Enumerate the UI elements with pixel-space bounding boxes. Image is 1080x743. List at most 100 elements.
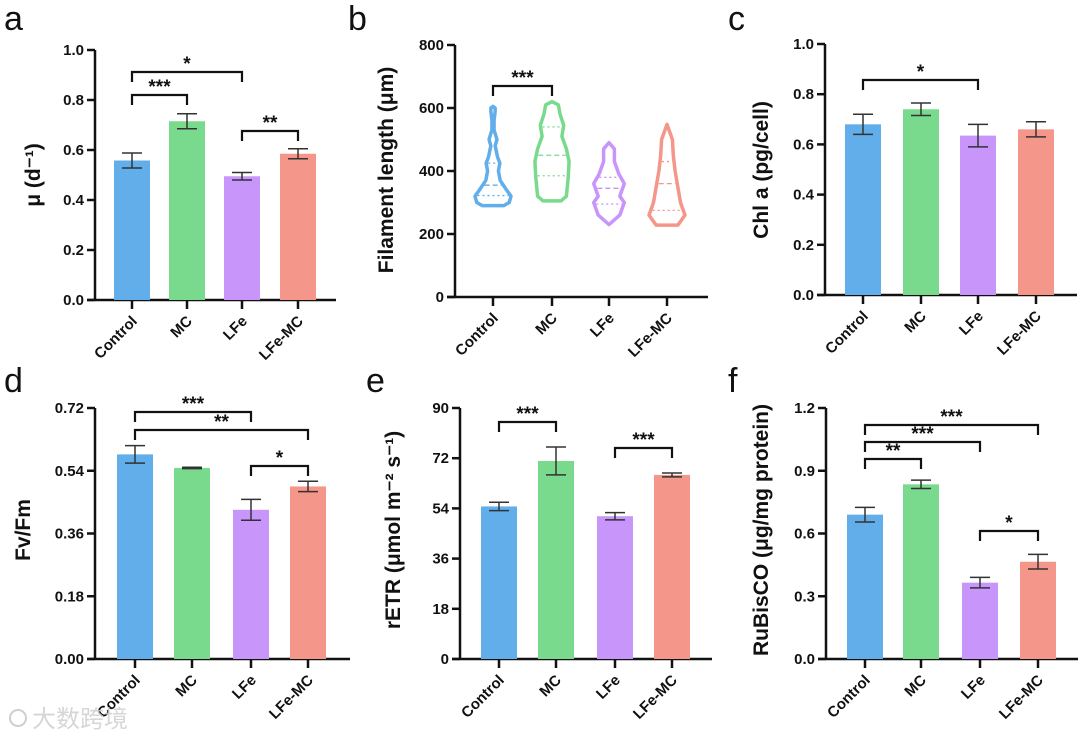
y-tick-label: 0.4 bbox=[63, 192, 85, 209]
panel-letter: c bbox=[728, 0, 745, 38]
significance-bracket bbox=[130, 70, 244, 82]
significance-bracket bbox=[613, 446, 674, 458]
watermark: 大数跨境 bbox=[9, 706, 128, 733]
x-tick-label: LFe-MC bbox=[625, 310, 676, 361]
y-tick-label: 0 bbox=[436, 289, 444, 306]
y-tick-label: 0.72 bbox=[55, 400, 84, 417]
significance-label: *** bbox=[911, 424, 934, 445]
x-tick-label: LFe bbox=[229, 672, 260, 703]
panel-b: b Filament length (μm) 0 200 400 600 800 Contro… bbox=[348, 0, 708, 361]
significance-label: *** bbox=[511, 68, 534, 89]
bar-Control bbox=[847, 514, 883, 659]
x-tick-label: LFe bbox=[593, 672, 624, 703]
y-tick-label: 18 bbox=[432, 601, 449, 618]
bar-Control bbox=[114, 160, 150, 300]
significance-label: * bbox=[1005, 513, 1013, 534]
x-tick-label: Control bbox=[824, 672, 874, 722]
x-tick-label: MC bbox=[532, 310, 561, 339]
significance-bracket bbox=[861, 78, 980, 90]
y-tick-label: 0.9 bbox=[794, 463, 815, 480]
bar-LFe bbox=[597, 516, 633, 659]
y-tick-label: 0.4 bbox=[793, 187, 815, 204]
x-tick-label: MC bbox=[172, 672, 201, 701]
y-axis-label: rETR (μmol m⁻² s⁻¹) bbox=[382, 431, 405, 629]
x-tick-label: Control bbox=[452, 310, 502, 360]
panel-letter: a bbox=[4, 0, 23, 38]
x-tick-label: LFe-MC bbox=[630, 672, 681, 723]
violin-Control bbox=[473, 104, 513, 208]
bar-Control bbox=[481, 506, 517, 659]
bar-LFe-MC bbox=[290, 486, 326, 659]
panel-letter: b bbox=[348, 0, 367, 38]
y-tick-label: 0.18 bbox=[55, 588, 84, 605]
y-tick-label: 200 bbox=[419, 226, 444, 243]
bar-LFe-MC bbox=[654, 474, 690, 659]
y-tick-label: 0.3 bbox=[794, 588, 815, 605]
panel-letter: f bbox=[728, 362, 738, 400]
bar-LFe bbox=[233, 509, 269, 659]
x-tick-label: Control bbox=[822, 308, 872, 358]
y-tick-label: 0.36 bbox=[55, 526, 84, 543]
y-axis-label: Chl a (pg/cell) bbox=[750, 101, 773, 239]
x-tick-label: Control bbox=[91, 313, 141, 363]
y-tick-label: 0.0 bbox=[793, 287, 814, 304]
bar-LFe bbox=[224, 176, 260, 300]
significance-label: *** bbox=[182, 394, 205, 415]
y-tick-label: 0.6 bbox=[63, 142, 84, 159]
watermark-text: 大数跨境 bbox=[32, 706, 128, 733]
significance-bracket bbox=[491, 84, 554, 96]
y-tick-label: 0.0 bbox=[63, 292, 84, 309]
y-tick-label: 0 bbox=[441, 651, 449, 668]
y-tick-label: 54 bbox=[432, 500, 449, 517]
x-tick-label: LFe bbox=[587, 310, 618, 341]
bar-MC bbox=[538, 460, 574, 659]
significance-bracket bbox=[133, 410, 253, 422]
violin-MC bbox=[533, 99, 571, 203]
significance-bracket bbox=[863, 440, 982, 452]
watermark-logo-icon bbox=[9, 709, 27, 727]
x-tick-label: LFe-MC bbox=[994, 308, 1045, 359]
significance-bracket bbox=[978, 529, 1040, 541]
panel-letter: d bbox=[4, 362, 23, 400]
significance-label: *** bbox=[940, 407, 963, 428]
bar-MC bbox=[903, 484, 939, 659]
significance-bracket bbox=[133, 428, 310, 440]
y-tick-label: 1.2 bbox=[794, 400, 815, 417]
y-axis-label: μ (d⁻¹) bbox=[22, 143, 45, 207]
significance-bracket bbox=[130, 93, 189, 105]
significance-label: *** bbox=[632, 430, 655, 451]
significance-label: * bbox=[276, 448, 284, 469]
panel-e: e rETR (μmol m⁻² s⁻¹) 0 18 36 54 72 90 Control MC… bbox=[366, 362, 712, 723]
x-tick-label: LFe bbox=[958, 672, 989, 703]
panel-f: f RuBisCO (μg/mg protein) 0.0 0.3 0.6 0.9 1.2 C… bbox=[728, 362, 1078, 723]
x-tick-label: LFe-MC bbox=[266, 672, 317, 723]
bar-Control bbox=[845, 124, 881, 295]
violin-LFe-MC bbox=[647, 122, 687, 227]
y-axis-label: Filament length (μm) bbox=[375, 67, 398, 274]
significance-bracket bbox=[863, 457, 923, 469]
significance-label: ** bbox=[886, 441, 901, 462]
x-tick-label: MC bbox=[901, 308, 930, 337]
y-tick-label: 0.8 bbox=[793, 86, 814, 103]
x-tick-label: LFe-MC bbox=[256, 313, 307, 364]
x-tick-label: LFe-MC bbox=[996, 672, 1047, 723]
panel-letter: e bbox=[366, 362, 385, 400]
y-tick-label: 1.0 bbox=[63, 42, 84, 59]
y-axis-label: Fv/Fm bbox=[12, 499, 35, 561]
significance-label: * bbox=[183, 54, 191, 75]
significance-bracket bbox=[497, 420, 558, 432]
bar-LFe bbox=[962, 582, 998, 659]
bar-LFe bbox=[960, 135, 996, 295]
bar-MC bbox=[174, 467, 210, 659]
x-tick-label: MC bbox=[901, 672, 930, 701]
y-tick-label: 400 bbox=[419, 163, 444, 180]
y-tick-label: 0.6 bbox=[794, 526, 815, 543]
significance-bracket bbox=[249, 464, 310, 476]
x-tick-label: LFe bbox=[220, 313, 251, 344]
y-tick-label: 0.2 bbox=[63, 242, 84, 259]
x-tick-label: MC bbox=[167, 313, 196, 342]
y-tick-label: 36 bbox=[432, 551, 449, 568]
bar-Control bbox=[117, 454, 153, 659]
